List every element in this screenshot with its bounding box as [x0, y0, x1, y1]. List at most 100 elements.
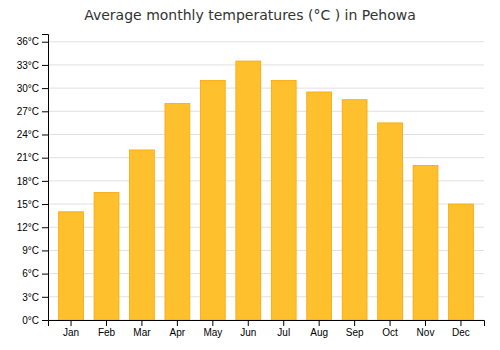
- bar: [342, 100, 367, 320]
- y-tick: 3°C: [22, 292, 48, 303]
- y-tick-label: 27°C: [17, 106, 39, 117]
- bar: [94, 192, 119, 320]
- y-tick-label: 36°C: [17, 36, 39, 47]
- x-tick-mark: [71, 320, 72, 326]
- x-tick: Dec: [452, 320, 470, 338]
- y-tick: 9°C: [22, 245, 48, 256]
- bar: [130, 150, 155, 320]
- y-tick-label: 30°C: [17, 83, 39, 94]
- x-tick-mark: [212, 320, 213, 326]
- x-tick: Jan: [63, 320, 79, 338]
- x-tick-mark: [319, 320, 320, 326]
- y-tick-label: 18°C: [17, 176, 39, 187]
- x-axis-line: [49, 321, 485, 327]
- x-tick-label: Oct: [382, 327, 398, 338]
- y-tick-mark: [42, 227, 48, 228]
- grid-line: [48, 157, 484, 158]
- x-tick-label: May: [203, 327, 222, 338]
- x-tick-mark: [460, 320, 461, 326]
- grid: [48, 42, 484, 320]
- grid-line: [48, 41, 484, 42]
- grid-line: [48, 134, 484, 135]
- x-tick: Jul: [277, 320, 290, 338]
- bar: [413, 165, 438, 320]
- x-tick: Sep: [346, 320, 364, 338]
- x-tick-label: Jun: [240, 327, 256, 338]
- x-tick-label: Jul: [277, 327, 290, 338]
- y-axis: 0°C 3°C 6°C 9°C 12°C 15°C 18°C 21°C 24°C 27°C 30°C…: [17, 35, 49, 326]
- bars: [59, 61, 474, 320]
- x-tick-label: Apr: [170, 327, 186, 338]
- bar: [165, 104, 190, 320]
- bar: [378, 123, 403, 320]
- y-tick-label: 33°C: [17, 60, 39, 71]
- y-tick-label: 21°C: [17, 152, 39, 163]
- y-tick-label: 12°C: [17, 222, 39, 233]
- x-tick-label: Nov: [417, 327, 435, 338]
- x-tick: May: [203, 320, 222, 338]
- x-tick-label: Jan: [63, 327, 79, 338]
- x-axis: Jan Feb Mar Apr May Jun Jul Aug Sep Oct Nov Dec: [49, 320, 485, 338]
- chart: Average monthly temperatures (°C ) in Pe…: [0, 0, 500, 350]
- x-tick: Apr: [170, 320, 186, 338]
- y-tick-label: 24°C: [17, 129, 39, 140]
- x-tick-label: Dec: [452, 327, 470, 338]
- y-tick-mark: [42, 88, 48, 89]
- y-tick-label: 3°C: [22, 292, 39, 303]
- bar: [236, 61, 261, 320]
- x-tick-mark: [141, 320, 142, 326]
- y-tick-mark: [42, 204, 48, 205]
- y-tick: 21°C: [17, 152, 48, 163]
- title: Average monthly temperatures (°C ) in Pe…: [84, 7, 416, 23]
- x-tick: Mar: [133, 320, 151, 338]
- x-tick: Nov: [417, 320, 435, 338]
- x-tick: Oct: [382, 320, 398, 338]
- y-tick-label: 6°C: [22, 268, 39, 279]
- y-tick: 33°C: [17, 60, 48, 71]
- bar: [449, 204, 474, 320]
- y-tick-mark: [42, 65, 48, 66]
- y-axis-line: [42, 35, 49, 321]
- x-tick-mark: [354, 320, 355, 326]
- plot: 0°C 3°C 6°C 9°C 12°C 15°C 18°C 21°C 24°C 27°C 30°C…: [17, 35, 485, 339]
- y-tick: 6°C: [22, 268, 48, 279]
- y-tick: 36°C: [17, 36, 48, 47]
- x-tick-mark: [283, 320, 284, 326]
- x-tick-mark: [248, 320, 249, 326]
- x-tick-label: Mar: [133, 327, 151, 338]
- y-tick: 18°C: [17, 176, 48, 187]
- x-tick: Feb: [98, 320, 116, 338]
- x-tick-label: Sep: [346, 327, 364, 338]
- x-tick-mark: [106, 320, 107, 326]
- grid-line: [48, 88, 484, 89]
- bar: [271, 80, 296, 320]
- bar: [307, 92, 332, 320]
- y-tick-mark: [42, 42, 48, 43]
- y-tick: 12°C: [17, 222, 48, 233]
- bar: [200, 80, 225, 320]
- y-tick-mark: [42, 158, 48, 159]
- x-tick-label: Feb: [98, 327, 116, 338]
- y-tick-mark: [42, 181, 48, 182]
- y-tick: 27°C: [17, 106, 48, 117]
- y-tick-mark: [42, 320, 48, 321]
- x-tick: Jun: [240, 320, 256, 338]
- y-tick-mark: [42, 250, 48, 251]
- grid-line: [48, 64, 484, 65]
- y-tick-mark: [42, 274, 48, 275]
- y-tick: 15°C: [17, 199, 48, 210]
- x-tick: Aug: [310, 320, 328, 338]
- grid-line: [48, 111, 484, 112]
- y-tick: 24°C: [17, 129, 48, 140]
- y-tick-mark: [42, 111, 48, 112]
- y-tick-mark: [42, 134, 48, 135]
- y-tick-mark: [42, 297, 48, 298]
- bar: [59, 212, 84, 320]
- x-tick-mark: [177, 320, 178, 326]
- y-tick: 0°C: [22, 315, 48, 326]
- x-tick-mark: [425, 320, 426, 326]
- y-tick-label: 0°C: [22, 315, 39, 326]
- y-tick: 30°C: [17, 83, 48, 94]
- y-tick-label: 15°C: [17, 199, 39, 210]
- x-tick-label: Aug: [310, 327, 328, 338]
